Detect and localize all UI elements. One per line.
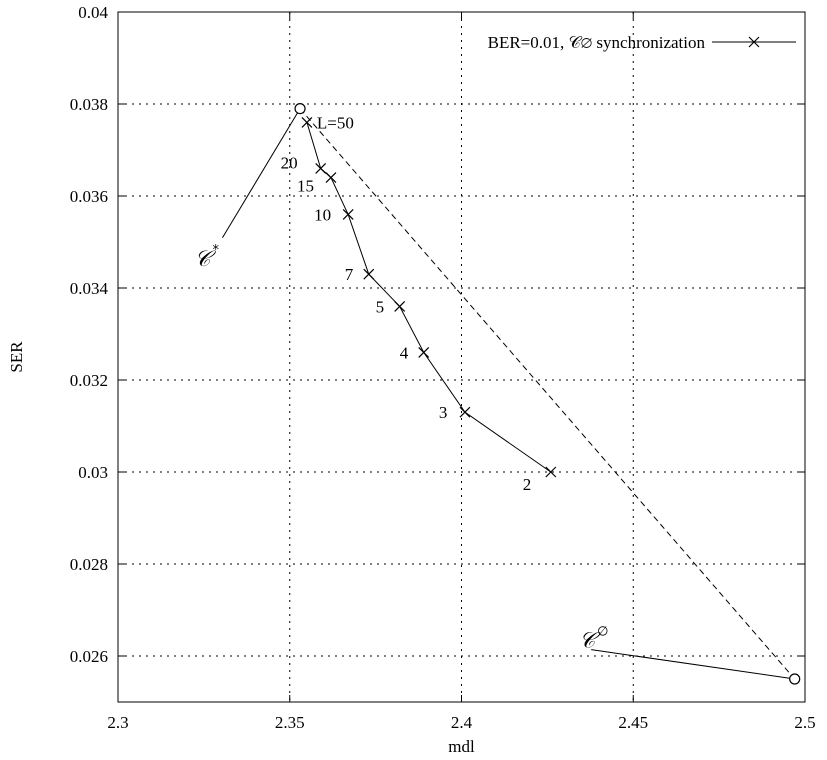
y-tick-label: 0.036 <box>70 187 108 206</box>
point-label: 15 <box>297 177 314 196</box>
series-marker <box>394 300 406 312</box>
y-axis-label: SER <box>7 341 26 373</box>
x-tick-label: 2.45 <box>618 713 648 732</box>
annotation-superscript: * <box>212 243 219 258</box>
dashed-reference-line <box>299 108 796 680</box>
series-marker <box>342 208 354 220</box>
reference-point-marker <box>789 673 801 685</box>
plot-frame <box>117 11 806 703</box>
y-tick-label: 0.032 <box>70 371 108 390</box>
point-label: 10 <box>314 205 331 224</box>
x-tick-label: 2.3 <box>107 713 128 732</box>
y-tick-label: 0.028 <box>70 555 108 574</box>
y-axis-ticks: 0.026 0.028 0.03 0.032 0.034 0.036 0.038 0.04 <box>70 3 805 666</box>
series-marker <box>325 172 337 184</box>
grid-lines <box>118 12 805 702</box>
annotation-superscript: ∅ <box>597 625 608 640</box>
y-tick-label: 0.026 <box>70 647 108 666</box>
annotation-arrow <box>591 649 795 680</box>
point-label: 4 <box>400 343 409 362</box>
point-label: 3 <box>439 403 448 422</box>
x-tick-label: 2.35 <box>275 713 305 732</box>
series-marker <box>459 406 471 418</box>
annotation-arrow <box>222 108 301 239</box>
x-axis-ticks: 2.3 2.35 2.4 2.45 2.5 <box>107 12 816 732</box>
series-marker <box>363 268 375 280</box>
reference-points <box>294 102 801 685</box>
y-tick-label: 0.03 <box>78 463 108 482</box>
series-marker <box>301 116 313 128</box>
point-label: L=50 <box>317 113 354 132</box>
point-label: 5 <box>376 297 385 316</box>
series-marker <box>315 162 327 174</box>
dashed-line <box>299 108 796 680</box>
legend: BER=0.01, 𝒞∅ synchronization <box>488 33 796 52</box>
point-label: 7 <box>345 265 354 284</box>
x-tick-label: 2.5 <box>794 713 815 732</box>
x-axis-label: mdl <box>448 737 475 756</box>
series-marker <box>418 346 430 358</box>
legend-marker <box>748 36 760 48</box>
legend-label: BER=0.01, 𝒞∅ synchronization <box>488 33 706 52</box>
y-tick-label: 0.038 <box>70 95 108 114</box>
x-tick-label: 2.4 <box>451 713 473 732</box>
point-label: 2 <box>523 475 532 494</box>
y-tick-label: 0.04 <box>78 3 108 22</box>
annotations: 𝒞 *𝒞 ∅ <box>194 108 795 680</box>
series-marker <box>545 466 557 478</box>
series-line <box>306 122 552 473</box>
point-label: 20 <box>281 153 298 172</box>
y-tick-label: 0.034 <box>70 279 109 298</box>
reference-point-marker <box>294 102 306 115</box>
